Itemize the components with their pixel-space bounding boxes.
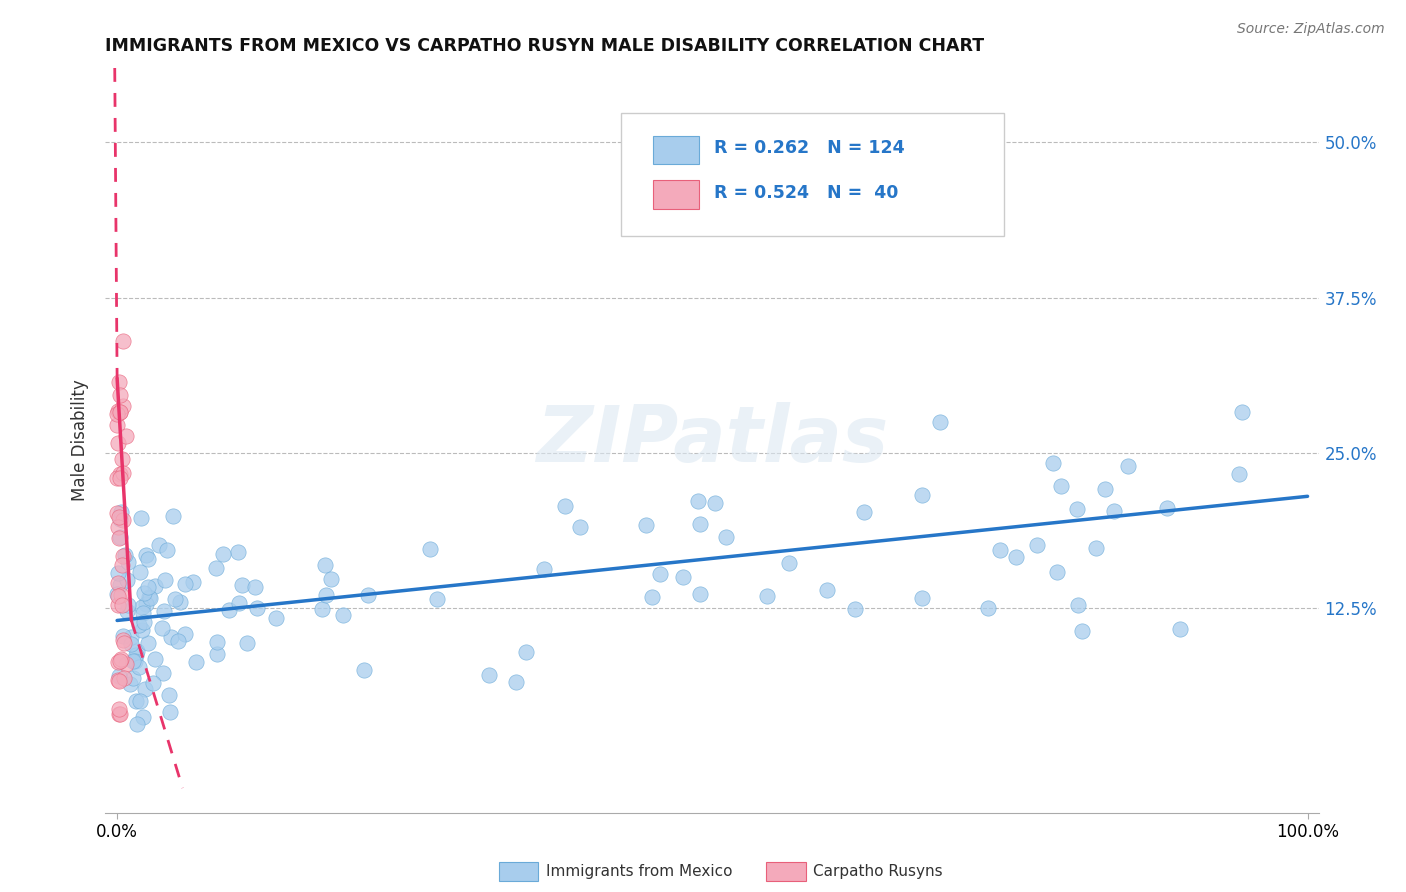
Text: Immigrants from Mexico: Immigrants from Mexico [546,864,733,879]
Y-axis label: Male Disability: Male Disability [72,380,89,501]
Text: R = 0.524   N =  40: R = 0.524 N = 40 [714,184,898,202]
Text: IMMIGRANTS FROM MEXICO VS CARPATHO RUSYN MALE DISABILITY CORRELATION CHART: IMMIGRANTS FROM MEXICO VS CARPATHO RUSYN… [105,37,984,55]
FancyBboxPatch shape [621,112,1004,235]
Text: ZIPatlas: ZIPatlas [536,402,889,478]
FancyBboxPatch shape [652,136,699,164]
Text: R = 0.262   N = 124: R = 0.262 N = 124 [714,139,904,157]
Text: Carpatho Rusyns: Carpatho Rusyns [813,864,942,879]
FancyBboxPatch shape [652,180,699,209]
Text: Source: ZipAtlas.com: Source: ZipAtlas.com [1237,22,1385,37]
